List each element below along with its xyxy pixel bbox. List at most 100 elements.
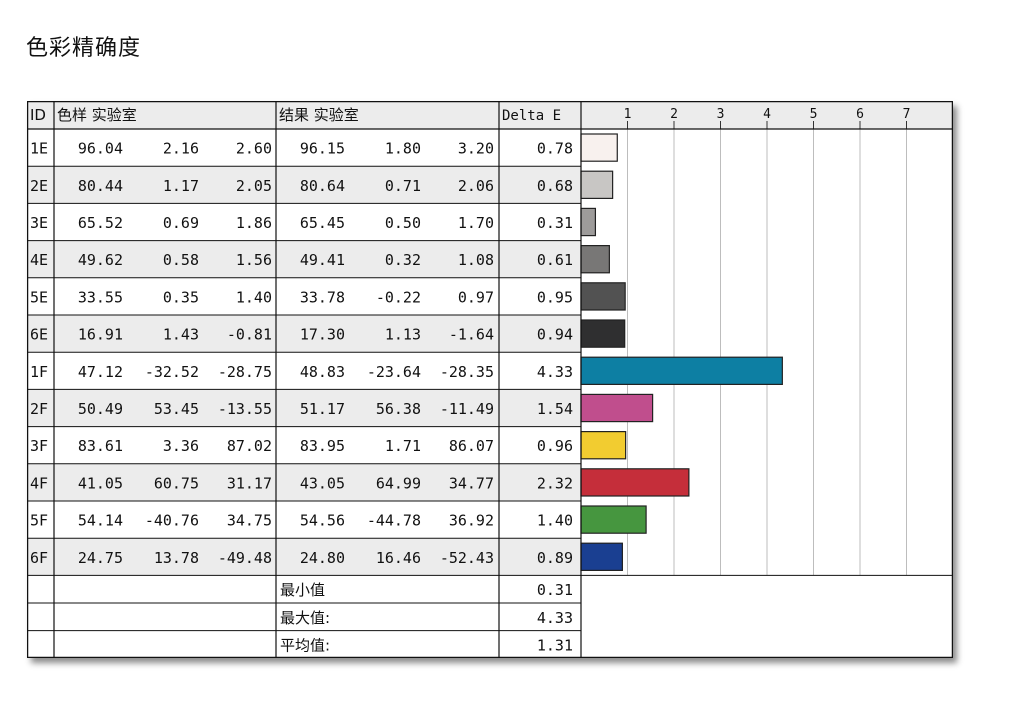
row-bg-5f: [27, 501, 581, 539]
sample-value-5e-0: 33.55: [78, 288, 123, 306]
result-value-2e-1: 0.71: [385, 177, 421, 195]
result-value-1f-1: -23.64: [367, 363, 421, 381]
sample-value-5e-1: 0.35: [163, 288, 199, 306]
sample-value-6f-0: 24.75: [78, 549, 123, 567]
result-value-6e-1: 1.13: [385, 326, 421, 344]
row-id-2f: 2F: [30, 400, 48, 418]
sample-value-4e-0: 49.62: [78, 251, 123, 269]
tick-label-3: 3: [717, 107, 725, 122]
color-accuracy-report: 1 2 3 4 5 6 7 ID 色样 实验室 结果 实验室 Delta E 1E 96.04 2.16 2…: [27, 101, 953, 658]
row-bg-4e: [27, 240, 581, 278]
result-value-6e-2: -1.64: [449, 326, 494, 344]
sample-value-2e-1: 1.17: [163, 177, 199, 195]
sample-value-1f-1: -32.52: [145, 363, 199, 381]
row-bg-2f: [27, 389, 581, 427]
sample-value-5e-2: 1.40: [236, 288, 272, 306]
summary-label-1: 最大值:: [280, 609, 330, 627]
row-id-6e: 6E: [30, 326, 48, 344]
delta-e-label-4e: 0.61: [537, 251, 573, 269]
summary-value-0: 0.31: [537, 581, 573, 599]
sample-value-2f-2: -13.55: [218, 400, 272, 418]
delta-e-label-1e: 0.78: [537, 140, 573, 158]
result-value-2f-0: 51.17: [300, 400, 345, 418]
bar-2f: [580, 393, 654, 423]
row-bg-3f: [27, 426, 581, 464]
sample-value-4f-0: 41.05: [78, 474, 123, 492]
header-id: ID: [30, 106, 46, 124]
row-bg-3e: [27, 203, 581, 241]
result-value-6f-2: -52.43: [440, 549, 494, 567]
tick-label-2: 2: [670, 107, 678, 122]
sample-value-5f-0: 54.14: [78, 512, 123, 530]
result-value-2f-1: 56.38: [376, 400, 421, 418]
row-bg-2e: [27, 166, 581, 204]
sample-value-2f-0: 50.49: [78, 400, 123, 418]
row-bg-5e: [27, 277, 581, 315]
result-value-1e-2: 3.20: [458, 140, 494, 158]
result-value-4f-2: 34.77: [449, 474, 494, 492]
result-value-4f-1: 64.99: [376, 474, 421, 492]
row-id-5e: 5E: [30, 288, 48, 306]
tick-label-5: 5: [810, 107, 818, 122]
summary-value-1: 4.33: [537, 609, 573, 627]
delta-e-label-6f: 0.89: [537, 549, 573, 567]
row-id-3f: 3F: [30, 437, 48, 455]
row-bg-6f: [27, 538, 581, 576]
result-value-3f-2: 86.07: [449, 437, 494, 455]
header-result-lab: 结果 实验室: [279, 106, 359, 124]
row-id-6f: 6F: [30, 549, 48, 567]
row-bg-6e: [27, 315, 581, 353]
bar-3e: [580, 207, 597, 237]
result-value-6e-0: 17.30: [300, 326, 345, 344]
header-sample-lab: 色样 实验室: [57, 106, 137, 124]
result-value-1f-2: -28.35: [440, 363, 494, 381]
delta-e-label-2f: 1.54: [537, 400, 573, 418]
table-border: [27, 101, 953, 658]
result-value-4f-0: 43.05: [300, 474, 345, 492]
result-value-5e-2: 0.97: [458, 288, 494, 306]
row-id-1f: 1F: [30, 363, 48, 381]
bar-6e: [580, 319, 626, 348]
delta-e-label-3e: 0.31: [537, 214, 573, 232]
sample-value-5f-2: 34.75: [227, 512, 272, 530]
sample-value-6f-2: -49.48: [218, 549, 272, 567]
result-value-4e-1: 0.32: [385, 251, 421, 269]
sample-value-2e-2: 2.05: [236, 177, 272, 195]
result-value-3e-0: 65.45: [300, 214, 345, 232]
sample-value-6e-2: -0.81: [227, 326, 272, 344]
page-title: 色彩精确度: [26, 36, 142, 61]
delta-e-label-4f: 2.32: [537, 474, 573, 492]
sample-value-2e-0: 80.44: [78, 177, 123, 195]
delta-e-label-1f: 4.33: [537, 363, 573, 381]
row-bg-1f: [27, 352, 581, 390]
result-value-5f-0: 54.56: [300, 512, 345, 530]
result-value-5e-0: 33.78: [300, 288, 345, 306]
tick-label-4: 4: [763, 107, 771, 122]
result-value-4e-0: 49.41: [300, 251, 345, 269]
tick-label-1: 1: [624, 107, 632, 122]
sample-value-4f-1: 60.75: [154, 474, 199, 492]
sample-value-6f-1: 13.78: [154, 549, 199, 567]
result-value-1e-1: 1.80: [385, 140, 421, 158]
tick-label-6: 6: [856, 107, 864, 122]
result-value-1f-0: 48.83: [300, 363, 345, 381]
row-id-4e: 4E: [30, 251, 48, 269]
result-value-3e-2: 1.70: [458, 214, 494, 232]
result-value-6f-0: 24.80: [300, 549, 345, 567]
row-id-2e: 2E: [30, 177, 48, 195]
sample-value-1e-1: 2.16: [163, 140, 199, 158]
sample-value-2f-1: 53.45: [154, 400, 199, 418]
result-value-1e-0: 96.15: [300, 140, 345, 158]
sample-value-3e-1: 0.69: [163, 214, 199, 232]
delta-e-label-5e: 0.95: [537, 288, 573, 306]
header-row-bg: [27, 101, 953, 129]
row-id-1e: 1E: [30, 140, 48, 158]
bar-5f: [580, 505, 647, 534]
sample-value-6e-1: 1.43: [163, 326, 199, 344]
bar-3f: [580, 431, 627, 460]
result-value-3f-0: 83.95: [300, 437, 345, 455]
row-id-5f: 5F: [30, 512, 48, 530]
result-value-5f-2: 36.92: [449, 512, 494, 530]
sample-value-5f-1: -40.76: [145, 512, 199, 530]
summary-label-0: 最小值: [280, 581, 325, 599]
